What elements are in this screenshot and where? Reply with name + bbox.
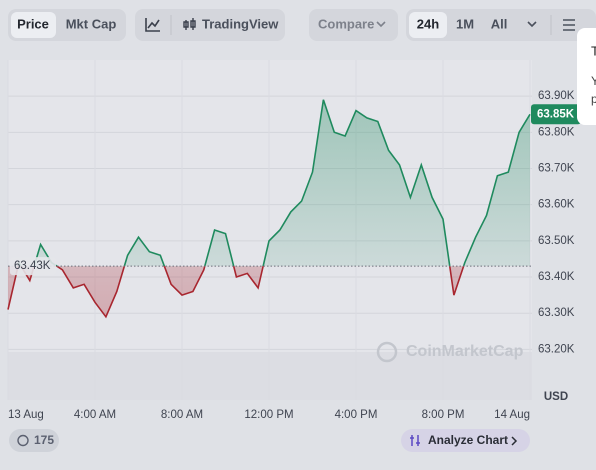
y-tick-label: 63.70K (538, 163, 575, 175)
x-tick-label: 13 Aug (8, 409, 44, 421)
range-24h-label: 24h (417, 16, 439, 31)
range-24h[interactable] (409, 12, 447, 38)
last-price-label: 63.85K (537, 108, 575, 120)
analyze-chevron (511, 436, 518, 446)
area-up (8, 99, 530, 267)
price-label: Price (17, 16, 49, 31)
y-unit: USD (544, 391, 568, 403)
comments-count: 175 (34, 433, 54, 447)
x-tick-label: 12:00 PM (244, 409, 293, 421)
plot: 63.20K 63.30K 63.40K 63.50K 63.60K 63.70K 63.8… (7, 60, 581, 421)
popup-title: T (591, 43, 596, 58)
y-tick-label: 63.50K (538, 235, 575, 247)
price-line-up (17, 99, 531, 267)
popup-text: Y (591, 74, 596, 88)
compare-button[interactable] (309, 9, 398, 41)
price-line-down (7, 266, 465, 319)
line-chart-icon[interactable] (145, 18, 160, 32)
range-1m[interactable]: 1M (456, 16, 474, 31)
last-price-tag (531, 104, 581, 125)
range-more[interactable] (527, 21, 537, 28)
y-tick-label: 63.30K (538, 307, 575, 319)
x-tick-label: 8:00 AM (161, 409, 203, 421)
x-tick-label: 4:00 AM (74, 409, 116, 421)
y-tick-label: 63.60K (538, 199, 575, 211)
comments-badge[interactable] (9, 429, 59, 452)
range-toggle (406, 9, 596, 41)
y-tick-label: 63.20K (538, 343, 575, 355)
range-all[interactable]: All (491, 16, 508, 31)
y-tick-label: 63.80K (538, 126, 575, 138)
chevron (376, 21, 386, 28)
mkt-cap-tab[interactable]: Mkt Cap (66, 16, 117, 31)
history-icon (17, 434, 29, 447)
compare-label: Compare (318, 16, 374, 31)
baseline-label: 63.43K (14, 260, 51, 272)
popup-text: p (591, 92, 596, 106)
candle-icon[interactable] (183, 18, 196, 30)
y-tick-label: 63.90K (538, 90, 575, 102)
y-tick-label: 63.40K (538, 271, 575, 283)
x-tick-label: 8:00 PM (422, 409, 465, 421)
price-tab[interactable] (11, 12, 56, 38)
area-down (8, 266, 464, 317)
watermark: CoinMarketCap (406, 343, 524, 360)
x-tick-label: 14 Aug (494, 409, 530, 421)
watermark-logo (376, 341, 398, 363)
popup-card (577, 28, 596, 125)
analyze-icon (410, 435, 420, 446)
tradingview-tab[interactable]: TradingView (202, 16, 279, 31)
analyze-label: Analyze Chart (428, 433, 508, 447)
analyze-button[interactable] (401, 429, 530, 452)
settings-icon[interactable] (563, 19, 575, 31)
chart-kind-toggle (135, 9, 285, 41)
baseline-tag (10, 257, 56, 276)
x-tick-label: 4:00 PM (335, 409, 378, 421)
